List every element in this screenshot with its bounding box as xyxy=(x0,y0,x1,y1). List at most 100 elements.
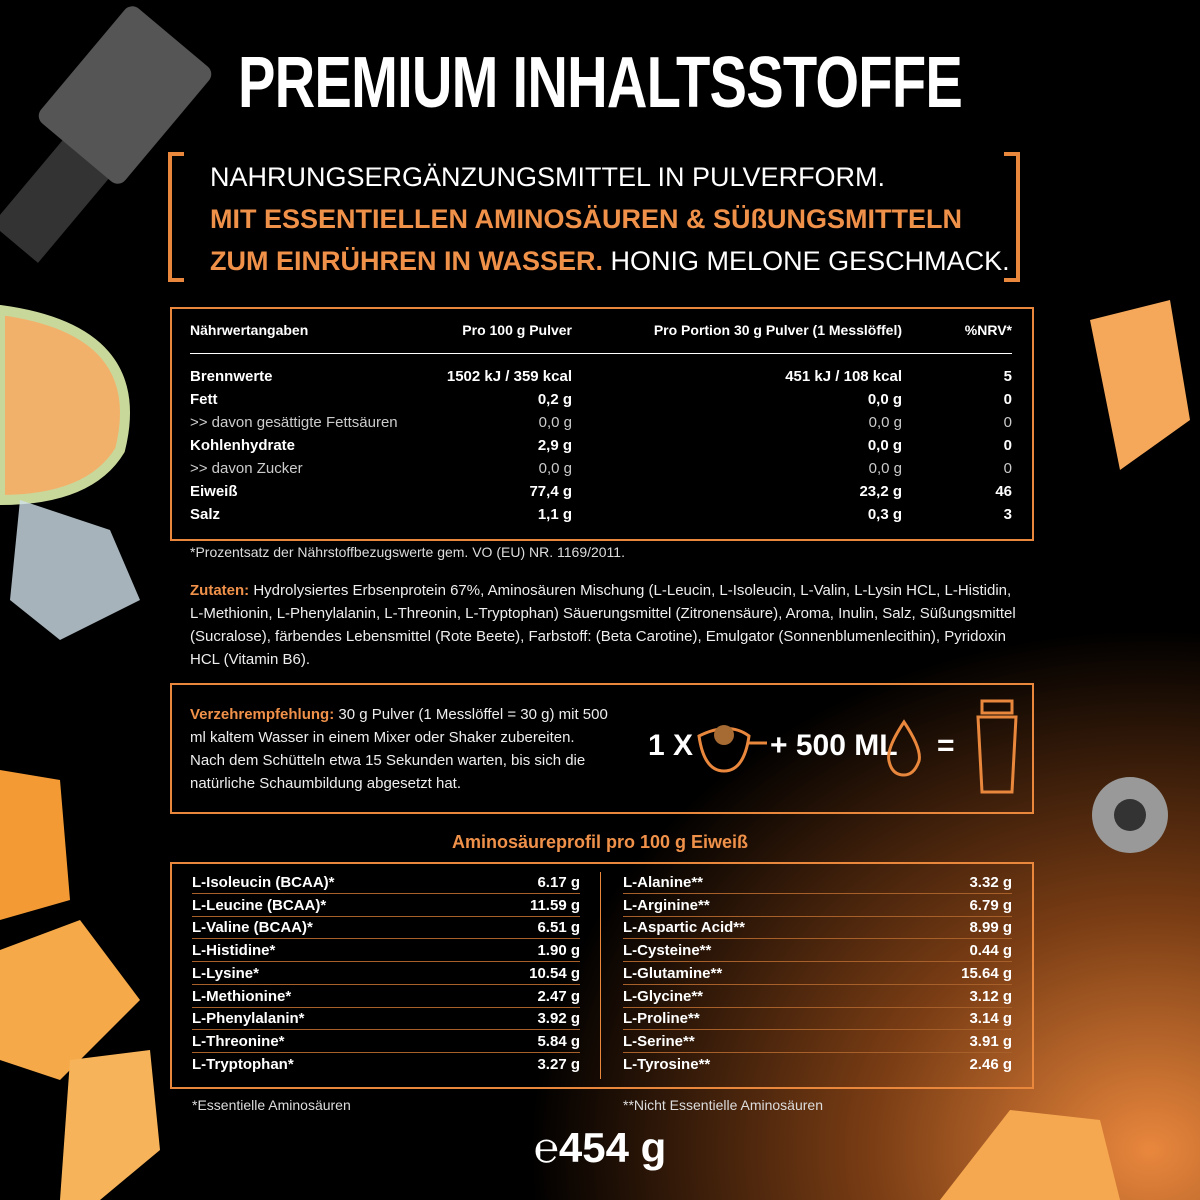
title: PREMIUM INHALTSSTOFFE xyxy=(237,43,963,123)
amino-name: L-Glutamine** xyxy=(623,964,723,982)
table-cell: Kohlenhydrate xyxy=(190,437,296,454)
amino-name: L-Arginine** xyxy=(623,896,710,914)
melon xyxy=(0,300,1190,1200)
amino-value: 6.51 g xyxy=(537,919,580,937)
table-cell: 0 xyxy=(1003,391,1012,408)
amino-value: 3.12 g xyxy=(969,987,1012,1005)
table-cell: 0 xyxy=(1003,414,1012,431)
table-cell: 1,1 g xyxy=(537,506,572,523)
table-cell: 3 xyxy=(1003,506,1012,523)
table-header: Nährwertangaben xyxy=(190,322,309,338)
amino-name: L-Isoleucin (BCAA)* xyxy=(192,874,335,891)
table-cell: Salz xyxy=(190,506,221,523)
nutrition-table: Nährwertangaben Pro 100 g Pulver Pro Porti… xyxy=(170,307,1034,541)
ingredients: Zutaten: Hydrolysiertes Erbsenprotein 67… xyxy=(190,579,1020,671)
amino-name: L-Histidine* xyxy=(192,942,276,960)
amino-name: L-Cysteine** xyxy=(623,942,712,960)
amino-value: 3.27 g xyxy=(537,1055,580,1073)
footnote: *Prozentsatz der Nährstoffbezugswerte ge… xyxy=(190,544,625,560)
row-line xyxy=(623,893,1012,894)
amino-value: 2.46 g xyxy=(969,1055,1012,1073)
row-line xyxy=(623,983,1012,985)
amino-name: L-Methionine* xyxy=(192,987,292,1005)
divider xyxy=(600,872,601,1079)
amino-name: L-Aspartic Acid** xyxy=(623,919,745,937)
table-cell: Eiweiß xyxy=(190,483,238,500)
row-line xyxy=(623,938,1012,940)
amino-name: L-Threonine* xyxy=(192,1032,285,1050)
row-line xyxy=(192,938,580,940)
row-line xyxy=(192,1006,580,1008)
table-cell: 0,0 g xyxy=(868,414,902,431)
scoops: 1 X xyxy=(648,729,694,762)
amino-title: Aminosäureprofil pro 100 g Eiweiß xyxy=(451,832,749,852)
recommendation: Verzehrempfehlung: 30 g Pulver (1 Messlö… xyxy=(190,703,610,795)
row-line xyxy=(623,915,1012,917)
row-line xyxy=(192,983,580,985)
row-line xyxy=(192,961,580,963)
ingredients-text: Hydrolysiertes Erbsenprotein 67%, Aminos… xyxy=(190,582,1016,668)
amino-value: 8.99 g xyxy=(969,919,1012,937)
recommendation-text: 30 g Pulver (1 Messlöffel = 30 g) mit 50… xyxy=(190,706,608,792)
table-cell: 1502 kJ / 359 kcal xyxy=(446,368,572,385)
weight: ℮454 g xyxy=(533,1124,667,1171)
table-cell: 0,0 g xyxy=(867,437,902,454)
row-line xyxy=(192,1029,580,1031)
intro-flavor: HONIG MELONE GESCHMACK. xyxy=(610,246,1010,276)
amino-name: L-Tryptophan* xyxy=(192,1055,294,1073)
table-cell: 0,3 g xyxy=(867,506,902,523)
amino-name: L-Glycine** xyxy=(623,987,704,1005)
table-cell: Fett xyxy=(190,391,218,408)
table-cell: 0,0 g xyxy=(868,460,902,477)
table-cell: 0,0 g xyxy=(538,414,572,431)
table-cell: Brennwerte xyxy=(190,368,273,385)
table-cell: 5 xyxy=(1003,368,1012,385)
amino-value: 15.64 g xyxy=(961,964,1012,982)
intro-highlight: MIT ESSENTIELLEN AMINOSÄUREN & SÜßUNGSMI… xyxy=(210,204,963,276)
amino-value: 3.14 g xyxy=(969,1010,1012,1028)
equals: = xyxy=(937,729,955,762)
amino-name: L-Phenylalanin* xyxy=(192,1010,305,1028)
table-cell: 77,4 g xyxy=(529,483,572,500)
bracket xyxy=(168,152,184,282)
water: + 500 ML xyxy=(770,729,898,762)
amino-value: 6.79 g xyxy=(969,896,1012,914)
table-cell: 0,0 g xyxy=(867,391,902,408)
amino-value: 3.92 g xyxy=(537,1010,580,1028)
recommendation-label: Verzehrempfehlung: xyxy=(190,706,335,723)
amino-name: L-Lysine* xyxy=(192,964,259,982)
table-cell: 0 xyxy=(1003,437,1012,454)
table-cell: 2,9 g xyxy=(537,437,572,454)
bracket xyxy=(1004,152,1020,282)
row-line xyxy=(623,961,1012,963)
table-cell: >> davon gesättigte Fettsäuren xyxy=(190,414,398,431)
intro: NAHRUNGSERGÄNZUNGSMITTEL IN PULVERFORM. M… xyxy=(210,156,1010,282)
row-line xyxy=(623,1051,1012,1053)
footnote: **Nicht Essentielle Aminosäuren xyxy=(623,1097,823,1113)
amino-value: 2.47 g xyxy=(537,987,580,1005)
table-cell: 0,2 g xyxy=(537,391,572,408)
amino-value: 1.90 g xyxy=(537,942,580,960)
drop-icon xyxy=(887,719,921,777)
table-header: Pro 100 g Pulver xyxy=(462,322,572,338)
amino-name: L-Leucine (BCAA)* xyxy=(192,896,327,914)
footnote: *Essentielle Aminosäuren xyxy=(192,1097,351,1113)
row-line xyxy=(192,893,580,894)
amino-value: 0.44 g xyxy=(969,942,1012,960)
amino-value: 10.54 g xyxy=(529,964,580,982)
table-cell: >> davon Zucker xyxy=(190,460,303,477)
amino-value: 5.84 g xyxy=(537,1032,580,1050)
amino-value: 11.59 g xyxy=(529,896,580,914)
row-line xyxy=(623,1006,1012,1008)
amino-value: 3.32 g xyxy=(969,874,1012,891)
amino-name: L-Serine** xyxy=(623,1032,695,1050)
table-cell: 0 xyxy=(1003,460,1012,477)
table-header: Pro Portion 30 g Pulver (1 Messlöffel) xyxy=(653,322,902,338)
amino-name: L-Valine (BCAA)* xyxy=(192,919,313,937)
divider xyxy=(190,353,1012,354)
amino-table: L-Isoleucin (BCAA)* 6.17 g L-Leucine (BCAA… xyxy=(170,862,1034,1089)
table-cell: 0,0 g xyxy=(538,460,572,477)
shaker-icon xyxy=(976,699,1018,794)
